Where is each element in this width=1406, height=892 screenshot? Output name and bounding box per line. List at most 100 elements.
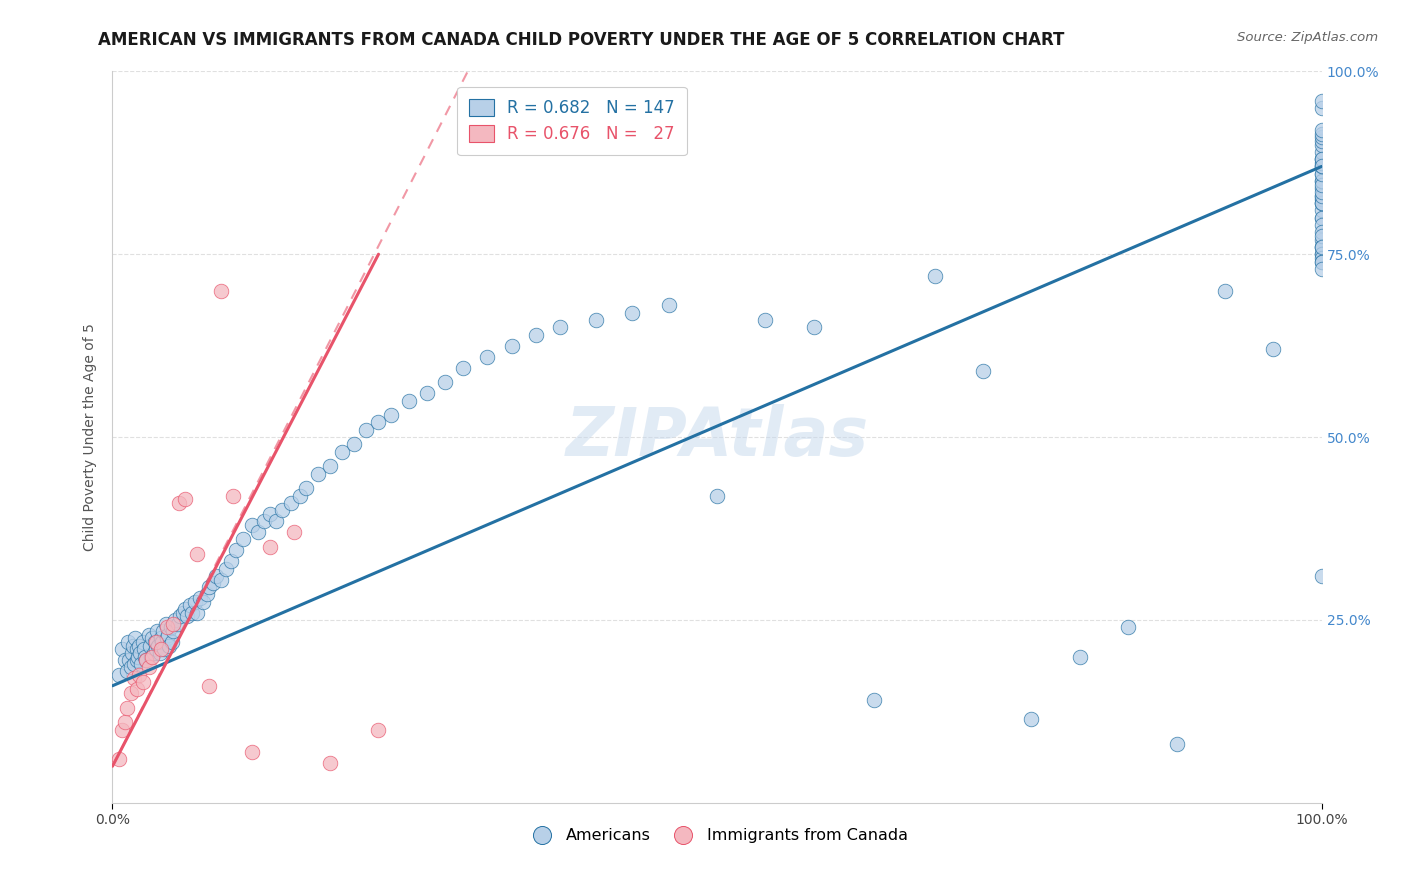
Point <box>195 587 218 601</box>
Point <box>259 540 281 554</box>
Point <box>1310 101 1333 115</box>
Point <box>1166 737 1188 751</box>
Point <box>1310 254 1333 268</box>
Point <box>191 594 214 608</box>
Point <box>198 580 221 594</box>
Text: AMERICAN VS IMMIGRANTS FROM CANADA CHILD POVERTY UNDER THE AGE OF 5 CORRELATION : AMERICAN VS IMMIGRANTS FROM CANADA CHILD… <box>98 31 1064 49</box>
Point <box>132 675 155 690</box>
Point <box>367 723 389 737</box>
Point <box>1213 284 1236 298</box>
Point <box>1310 152 1333 166</box>
Point <box>215 562 238 576</box>
Point <box>120 660 142 674</box>
Point <box>128 667 150 681</box>
Point <box>1310 225 1333 239</box>
Point <box>240 745 263 759</box>
Point <box>156 632 179 646</box>
Point <box>142 646 165 660</box>
Legend: Americans, Immigrants from Canada: Americans, Immigrants from Canada <box>520 822 914 850</box>
Point <box>803 320 825 334</box>
Point <box>179 599 201 613</box>
Point <box>160 635 183 649</box>
Point <box>138 660 160 674</box>
Point <box>1310 247 1333 261</box>
Point <box>125 682 148 697</box>
Point <box>1310 181 1333 195</box>
Point <box>1310 130 1333 145</box>
Point <box>165 613 187 627</box>
Point <box>209 284 232 298</box>
Point <box>141 649 163 664</box>
Point <box>1310 160 1333 174</box>
Point <box>174 602 197 616</box>
Point <box>232 533 254 547</box>
Point <box>121 646 143 660</box>
Point <box>367 416 389 430</box>
Point <box>122 639 145 653</box>
Point <box>157 627 180 641</box>
Point <box>1310 218 1333 232</box>
Point <box>114 653 136 667</box>
Point <box>1310 211 1333 225</box>
Point <box>706 489 728 503</box>
Point <box>118 653 141 667</box>
Point <box>125 653 148 667</box>
Point <box>129 646 152 660</box>
Point <box>205 569 228 583</box>
Point <box>138 627 160 641</box>
Point <box>125 642 148 657</box>
Point <box>169 609 191 624</box>
Point <box>128 639 150 653</box>
Point <box>1310 247 1333 261</box>
Point <box>501 338 523 352</box>
Point <box>132 642 155 657</box>
Point <box>477 350 499 364</box>
Point <box>134 649 156 664</box>
Point <box>1310 240 1333 254</box>
Point <box>658 298 681 312</box>
Point <box>295 481 318 495</box>
Point <box>1310 160 1333 174</box>
Point <box>1310 137 1333 152</box>
Point <box>1116 620 1139 634</box>
Point <box>1310 233 1333 247</box>
Point <box>183 594 205 608</box>
Point <box>240 517 263 532</box>
Point <box>198 679 221 693</box>
Point <box>264 514 287 528</box>
Point <box>135 653 157 667</box>
Point <box>259 507 281 521</box>
Point <box>201 576 224 591</box>
Point <box>181 606 204 620</box>
Point <box>288 489 311 503</box>
Point <box>141 649 163 664</box>
Point <box>1310 152 1333 166</box>
Text: ZIPAtlas: ZIPAtlas <box>565 404 869 470</box>
Point <box>1310 178 1333 192</box>
Point <box>127 649 149 664</box>
Point <box>225 543 247 558</box>
Point <box>924 269 946 284</box>
Point <box>343 437 366 451</box>
Point <box>149 642 172 657</box>
Point <box>863 693 886 707</box>
Point <box>114 715 136 730</box>
Point <box>1310 569 1333 583</box>
Point <box>186 547 208 561</box>
Point <box>162 624 184 638</box>
Point <box>149 632 172 646</box>
Text: Source: ZipAtlas.com: Source: ZipAtlas.com <box>1237 31 1378 45</box>
Point <box>122 672 145 686</box>
Point <box>1310 160 1333 174</box>
Point <box>132 635 155 649</box>
Point <box>111 642 134 657</box>
Point <box>152 624 174 638</box>
Point <box>380 408 402 422</box>
Point <box>1310 145 1333 159</box>
Point <box>548 320 571 334</box>
Point <box>174 492 197 507</box>
Point <box>416 386 439 401</box>
Point <box>1310 196 1333 211</box>
Point <box>209 573 232 587</box>
Point <box>451 360 474 375</box>
